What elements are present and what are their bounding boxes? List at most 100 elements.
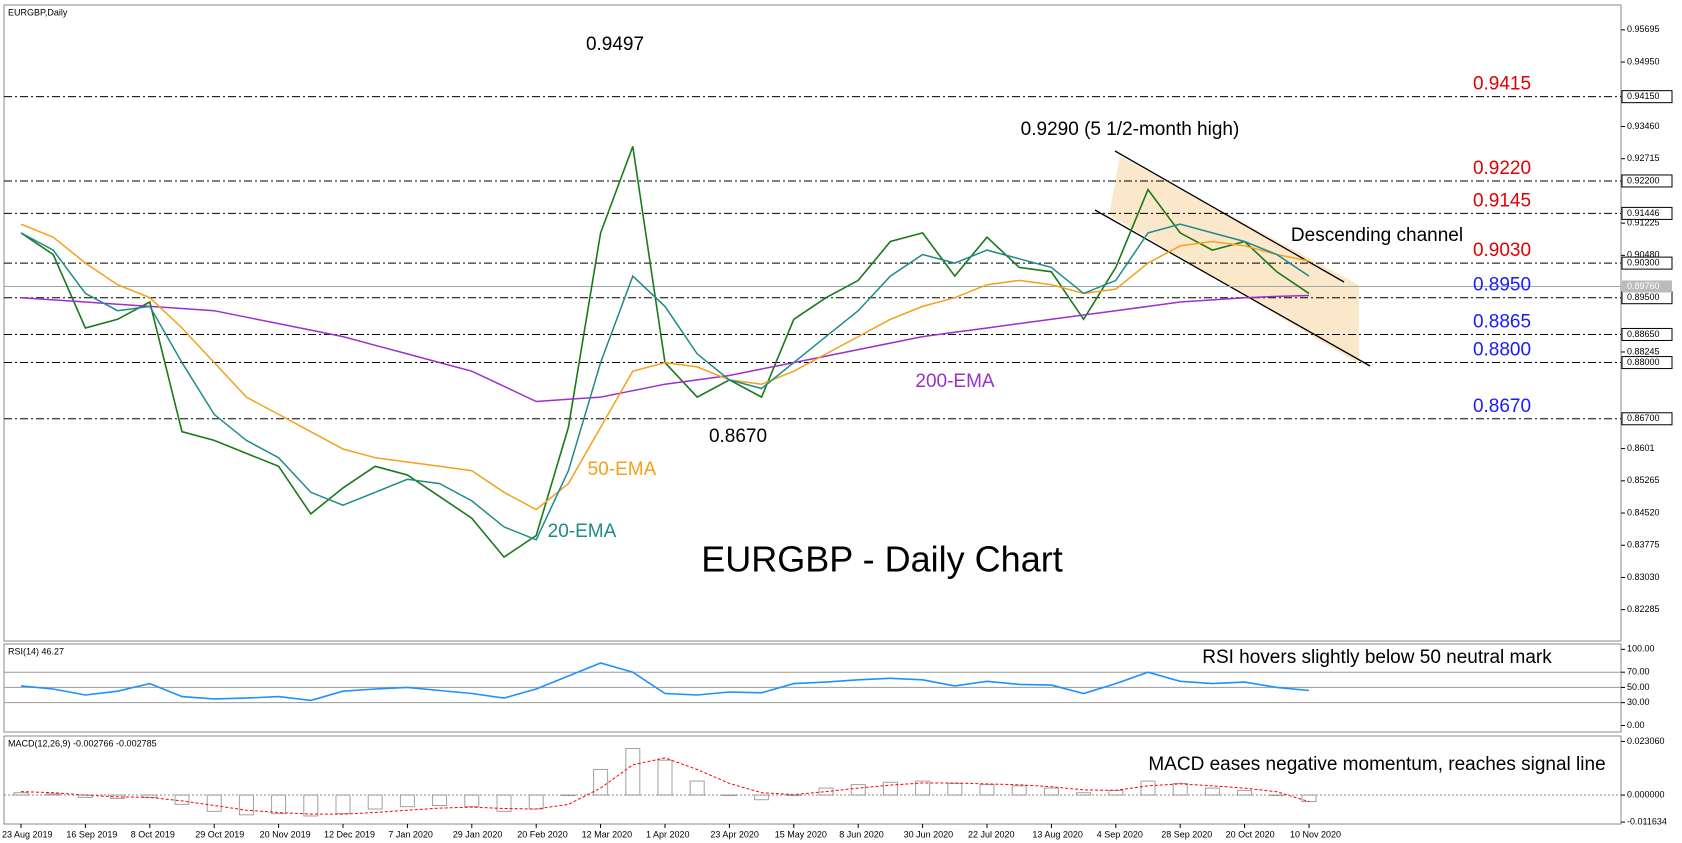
- level-label: 0.8800: [1473, 340, 1531, 361]
- macd-bar: [335, 794, 351, 815]
- rsi-note: RSI hovers slightly below 50 neutral mar…: [1202, 647, 1552, 668]
- macd-title: MACD(12,26,9) -0.002766 -0.002785: [8, 738, 157, 748]
- macd-bar: [882, 781, 898, 796]
- level-label: 0.9030: [1473, 240, 1531, 261]
- macd-bar: [1108, 789, 1124, 796]
- series-line: [20, 662, 1310, 702]
- y-tick-label: 70.00: [1627, 667, 1650, 677]
- macd-bar: [754, 794, 770, 801]
- macd-bar: [1204, 787, 1220, 796]
- macd-note: MACD eases negative momentum, reaches si…: [1148, 754, 1605, 775]
- series-label: 50-EMA: [588, 459, 657, 480]
- chart-title: EURGBP,Daily: [8, 7, 68, 17]
- y-tick-label: 0.8601: [1627, 443, 1655, 453]
- level-label: 0.8950: [1473, 275, 1531, 296]
- level-tag-box: [1621, 256, 1673, 270]
- macd-bar: [1043, 787, 1059, 796]
- series-line: [20, 223, 1310, 511]
- y-tick-label: 0.83775: [1627, 540, 1660, 550]
- macd-bar: [979, 784, 995, 796]
- series-line: [20, 223, 1310, 541]
- x-tick-label: 22 Jul 2020: [968, 829, 1015, 839]
- level-label: 0.9145: [1473, 190, 1531, 211]
- level-tag-box: [1621, 327, 1673, 341]
- x-tick-label: 29 Oct 2019: [195, 829, 244, 839]
- y-tick-label: 50.00: [1627, 682, 1650, 692]
- y-tick-label: 0.93460: [1627, 121, 1660, 131]
- macd-bar: [432, 794, 448, 807]
- macd-bar: [367, 794, 383, 810]
- y-tick-label: 0.88245: [1627, 346, 1660, 356]
- macd-bar: [625, 748, 641, 796]
- level-tag: 0.94150: [1627, 91, 1660, 101]
- macd-bar: [464, 794, 480, 808]
- y-tick-label: 0.91225: [1627, 218, 1660, 228]
- signal-line: [20, 757, 1310, 815]
- x-tick-label: 12 Mar 2020: [582, 829, 633, 839]
- x-tick-label: 28 Sep 2020: [1161, 829, 1212, 839]
- macd-bar: [657, 759, 673, 796]
- x-tick-label: 16 Sep 2019: [66, 829, 117, 839]
- macd-bar: [1140, 780, 1156, 796]
- level-label: 0.9415: [1473, 74, 1531, 95]
- x-tick-label: 23 Apr 2020: [710, 829, 759, 839]
- x-tick-label: 1 Apr 2020: [646, 829, 690, 839]
- level-tag-box: [1621, 356, 1673, 370]
- plot-layer: [4, 96, 1621, 817]
- y-tick-label: 0.84520: [1627, 507, 1660, 517]
- level-label: 0.8865: [1473, 311, 1531, 332]
- macd-bar: [496, 794, 512, 812]
- y-tick-label: 0.90480: [1627, 250, 1660, 260]
- annotation: Descending channel: [1291, 225, 1463, 246]
- rsi-title: RSI(14) 46.27: [8, 646, 64, 656]
- x-tick-label: 29 Jan 2020: [453, 829, 503, 839]
- channel-area: [1109, 156, 1359, 364]
- y-tick-label: 100.00: [1627, 644, 1655, 654]
- annotation: 0.8670: [709, 426, 767, 447]
- y-tick-label: 0.000000: [1627, 789, 1665, 799]
- watermark: EURGBP - Daily Chart: [701, 539, 1062, 580]
- y-tick-label: 0.023060: [1627, 736, 1665, 746]
- macd-bar: [593, 768, 609, 796]
- x-tick-label: 12 Dec 2019: [324, 829, 375, 839]
- level-tag-box: [1621, 90, 1673, 104]
- x-tick-label: 30 Jun 2020: [904, 829, 954, 839]
- x-tick-label: 10 Nov 2020: [1290, 829, 1341, 839]
- level-tag-box: [1621, 174, 1673, 188]
- macd-bar: [399, 794, 415, 808]
- macd-bar: [238, 794, 254, 816]
- y-tick-label: 30.00: [1627, 697, 1650, 707]
- x-tick-label: 20 Oct 2020: [1226, 829, 1275, 839]
- level-tag: 0.86700: [1627, 413, 1660, 423]
- level-label: 0.9220: [1473, 158, 1531, 179]
- macd-bar: [206, 794, 222, 812]
- x-tick-label: 23 Aug 2019: [2, 829, 53, 839]
- macd-bar: [303, 794, 319, 817]
- level-tag: 0.90300: [1627, 257, 1660, 267]
- x-tick-label: 8 Jun 2020: [839, 829, 884, 839]
- x-tick-label: 15 May 2020: [775, 829, 827, 839]
- level-tag: 0.88650: [1627, 329, 1660, 339]
- macd-bar: [915, 780, 931, 796]
- last-tag-box: [1622, 280, 1672, 293]
- macd-bar: [271, 794, 287, 815]
- y-tick-label: -0.011634: [1627, 816, 1667, 826]
- x-tick-label: 7 Jan 2020: [388, 829, 433, 839]
- level-tag: 0.89500: [1627, 292, 1660, 302]
- x-tick-label: 4 Sep 2020: [1097, 829, 1143, 839]
- price-panel: [3, 4, 1622, 642]
- macd-bar: [689, 780, 705, 796]
- x-tick-label: 13 Aug 2020: [1032, 829, 1083, 839]
- level-label: 0.8670: [1473, 396, 1531, 417]
- level-tag: 0.92200: [1627, 175, 1660, 185]
- x-tick-label: 8 Oct 2019: [131, 829, 175, 839]
- annotation: 0.9290 (5 1/2-month high): [1021, 119, 1240, 140]
- y-tick-label: 0.94950: [1627, 56, 1660, 66]
- y-tick-label: 0.92715: [1627, 153, 1660, 163]
- x-tick-label: 20 Nov 2019: [260, 829, 311, 839]
- macd-bar: [947, 782, 963, 796]
- annotation: 0.9497: [586, 34, 644, 55]
- macd-bar: [1011, 785, 1027, 796]
- macd-bar: [174, 794, 190, 805]
- macd-bar: [1076, 792, 1092, 796]
